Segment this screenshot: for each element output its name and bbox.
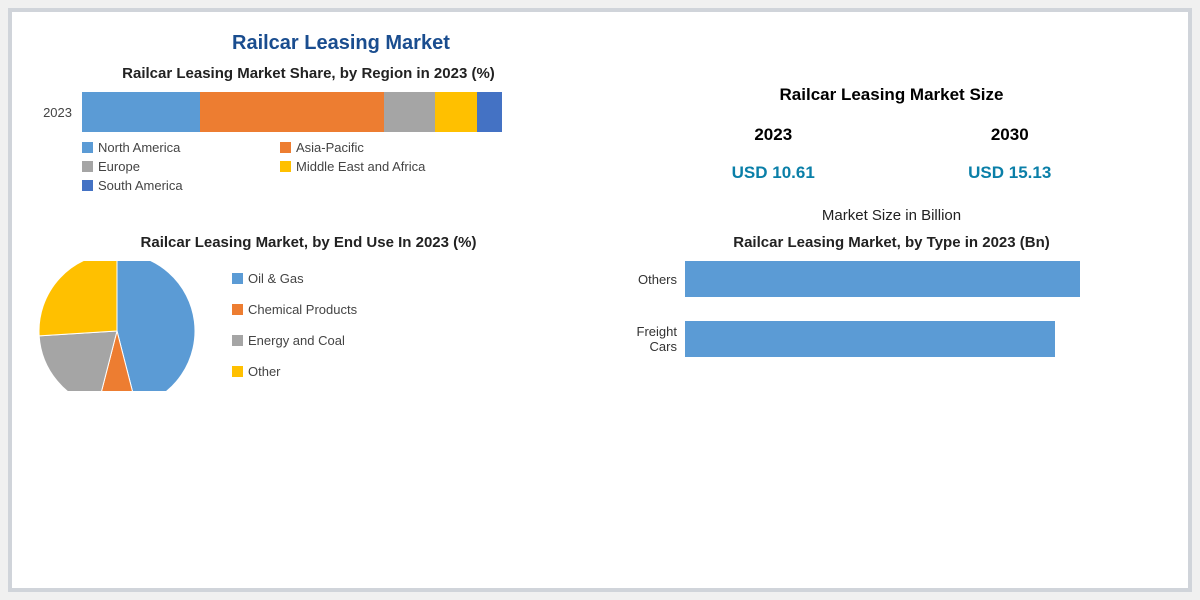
end-use-pie-chart: [32, 261, 212, 391]
region-stacked-bar: [82, 92, 502, 132]
type-bar-row-0: Others: [615, 261, 1168, 297]
pie-legend-label-1: Chemical Products: [248, 302, 357, 317]
swatch-icon: [82, 180, 93, 191]
market-size-caption: Market Size in Billion: [615, 207, 1168, 224]
pie-legend-label-2: Energy and Coal: [248, 333, 345, 348]
chart-grid: Railcar Leasing Market Share, by Region …: [32, 65, 1168, 391]
region-legend-item-0: North America: [82, 140, 262, 155]
type-panel: Railcar Leasing Market, by Type in 2023 …: [615, 234, 1168, 391]
region-chart-title: Railcar Leasing Market Share, by Region …: [32, 65, 585, 82]
region-legend-label-4: South America: [98, 178, 183, 193]
region-legend-item-1: Asia-Pacific: [280, 140, 460, 155]
pie-slice-0: [117, 261, 195, 391]
type-bar-fill-1: [685, 321, 1055, 357]
pie-legend-item-0: Oil & Gas: [232, 271, 357, 286]
region-segment-1: [200, 92, 385, 132]
pie-legend-item-1: Chemical Products: [232, 302, 357, 317]
region-legend-label-0: North America: [98, 140, 180, 155]
region-legend-label-3: Middle East and Africa: [296, 159, 425, 174]
type-bar-label-0: Others: [615, 272, 685, 287]
market-size-value-0: USD 10.61: [732, 163, 815, 183]
market-size-col-1: 2030 USD 15.13: [968, 125, 1051, 183]
region-legend-item-2: Europe: [82, 159, 262, 174]
swatch-icon: [232, 335, 243, 346]
market-size-year-0: 2023: [732, 125, 815, 145]
type-bar-label-1: Freight Cars: [615, 324, 685, 354]
region-legend-label-2: Europe: [98, 159, 140, 174]
region-segment-0: [82, 92, 200, 132]
region-legend-item-3: Middle East and Africa: [280, 159, 460, 174]
type-bar-fill-0: [685, 261, 1080, 297]
region-legend-item-4: South America: [82, 178, 262, 193]
region-legend-label-1: Asia-Pacific: [296, 140, 364, 155]
end-use-legend: Oil & Gas Chemical Products Energy and Coa…: [232, 271, 357, 379]
region-stacked-row: 2023: [32, 92, 585, 132]
region-share-panel: Railcar Leasing Market Share, by Region …: [32, 65, 585, 224]
type-bar-row-1: Freight Cars: [615, 321, 1168, 357]
pie-legend-item-2: Energy and Coal: [232, 333, 357, 348]
market-size-col-0: 2023 USD 10.61: [732, 125, 815, 183]
region-row-label: 2023: [32, 105, 72, 120]
pie-legend-label-3: Other: [248, 364, 281, 379]
main-title: Railcar Leasing Market: [232, 32, 1168, 55]
end-use-pie-wrap: Oil & Gas Chemical Products Energy and Coa…: [32, 261, 585, 391]
pie-slice-3: [39, 261, 117, 336]
market-size-panel: Railcar Leasing Market Size 2023 USD 10.…: [615, 65, 1168, 224]
infographic-container: Railcar Leasing Market Railcar Leasing M…: [8, 8, 1192, 592]
type-bar-track-1: [685, 321, 1105, 357]
region-segment-2: [384, 92, 434, 132]
type-hbar-chart: Others Freight Cars: [615, 261, 1168, 357]
market-size-value-1: USD 15.13: [968, 163, 1051, 183]
swatch-icon: [280, 161, 291, 172]
swatch-icon: [232, 304, 243, 315]
region-stacked-chart: 2023 North America Asia-Pacific Europe Midd…: [32, 92, 585, 193]
swatch-icon: [232, 273, 243, 284]
type-bar-track-0: [685, 261, 1105, 297]
pie-legend-label-0: Oil & Gas: [248, 271, 304, 286]
swatch-icon: [280, 142, 291, 153]
market-size-year-1: 2030: [968, 125, 1051, 145]
market-size-row: 2023 USD 10.61 2030 USD 15.13: [655, 125, 1128, 183]
pie-legend-item-3: Other: [232, 364, 357, 379]
market-size-title: Railcar Leasing Market Size: [615, 85, 1168, 105]
end-use-panel: Railcar Leasing Market, by End Use In 20…: [32, 234, 585, 391]
region-segment-4: [477, 92, 502, 132]
type-chart-title: Railcar Leasing Market, by Type in 2023 …: [615, 234, 1168, 251]
swatch-icon: [232, 366, 243, 377]
region-segment-3: [435, 92, 477, 132]
end-use-title: Railcar Leasing Market, by End Use In 20…: [32, 234, 585, 251]
swatch-icon: [82, 161, 93, 172]
region-legend: North America Asia-Pacific Europe Middle Ea…: [82, 140, 502, 193]
swatch-icon: [82, 142, 93, 153]
